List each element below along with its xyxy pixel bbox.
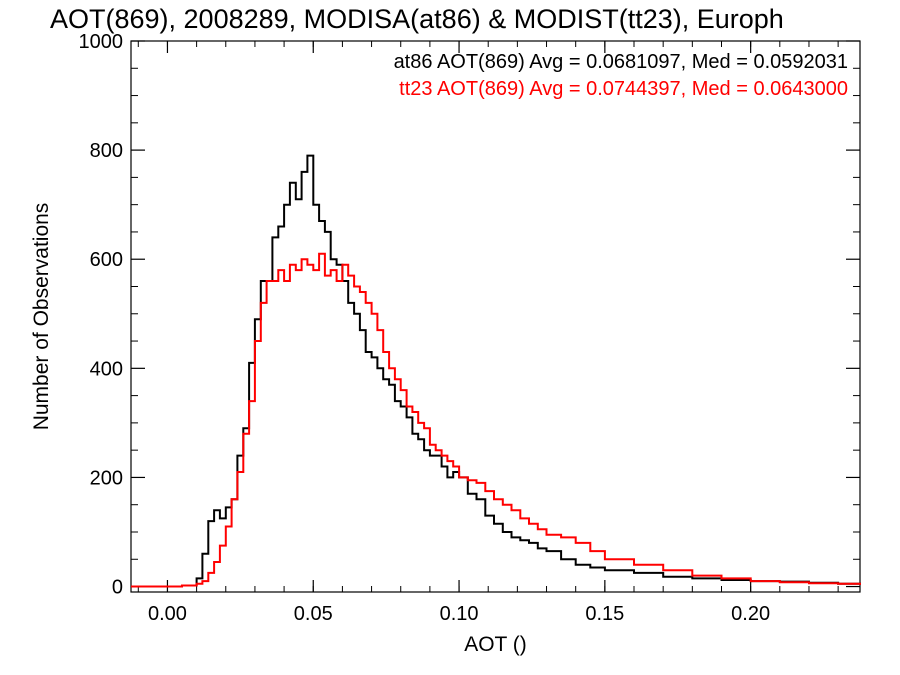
y-tick-label: 400: [90, 358, 123, 380]
y-tick-label: 200: [90, 467, 123, 489]
series-line-1: [131, 252, 861, 588]
y-tick-label: 1000: [79, 31, 124, 53]
plot-frame: [130, 40, 861, 593]
x-tick-label: 0.05: [294, 603, 333, 625]
y-tick-label: 600: [90, 249, 123, 271]
series-line-0: [131, 154, 861, 588]
chart-title: AOT(869), 2008289, MODISA(at86) & MODIST…: [50, 4, 784, 34]
annotation-1: tt23 AOT(869) Avg = 0.0744397, Med = 0.0…: [399, 78, 848, 100]
annotation-0: at86 AOT(869) Avg = 0.0681097, Med = 0.0…: [394, 51, 848, 73]
x-tick-label: 0.15: [585, 603, 624, 625]
x-axis-label: AOT (): [464, 633, 527, 656]
x-tick-label: 0.10: [440, 603, 479, 625]
y-tick-label: 800: [90, 140, 123, 162]
y-axis-label: Number of Observations: [30, 203, 53, 431]
x-tick-label: 0.20: [731, 603, 770, 625]
x-tick-label: 0.00: [148, 603, 187, 625]
y-tick-label: 0: [112, 577, 123, 599]
